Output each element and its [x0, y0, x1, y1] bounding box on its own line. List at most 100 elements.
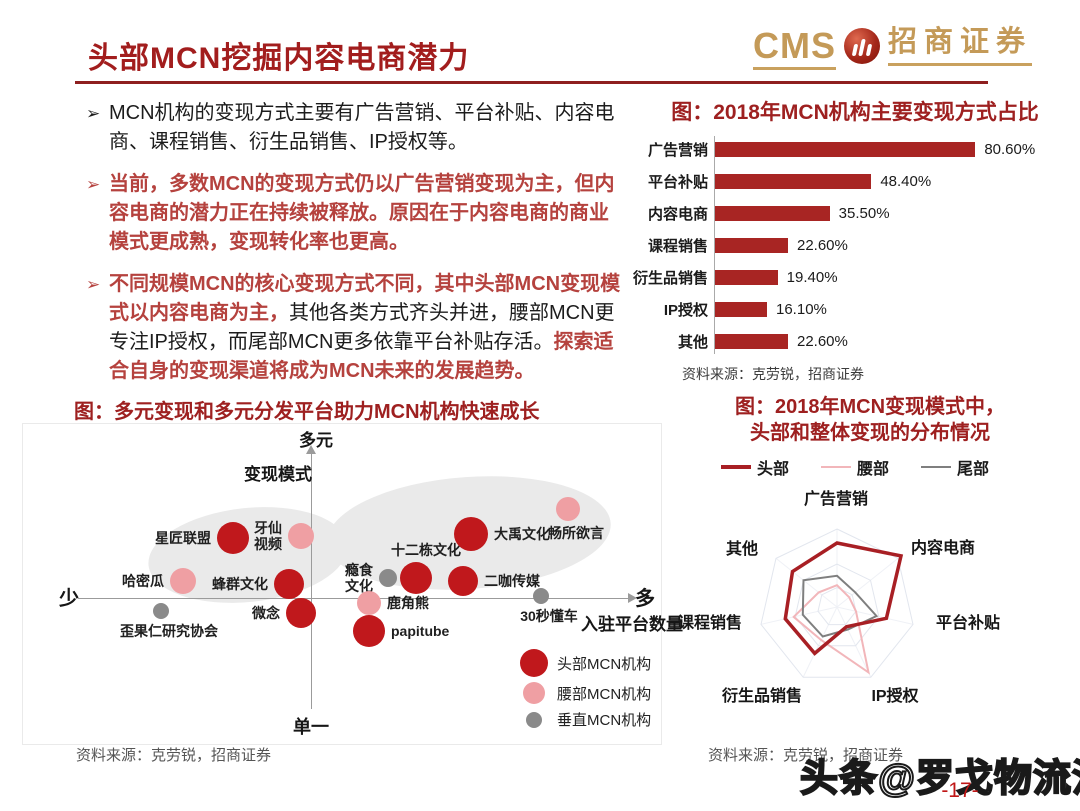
scatter-point	[217, 522, 249, 554]
scatter-point	[454, 517, 488, 551]
bullet-marker-icon: ➢	[86, 275, 101, 294]
radar-legend-item: 尾部	[921, 455, 989, 479]
scatter-point	[274, 569, 304, 599]
bar-chart-axis	[714, 136, 715, 354]
radar-series-腰部	[792, 584, 870, 675]
bar-fill	[715, 141, 976, 157]
bullet-marker-icon: ➢	[86, 104, 101, 123]
bar-row: 其他 22.60%	[630, 325, 1080, 357]
bar-category-label: 课程销售	[647, 237, 708, 255]
company-logo: CMS 招商证券	[753, 28, 1033, 70]
y-axis-max-label: 多元	[299, 431, 333, 450]
y-axis-line	[311, 454, 312, 709]
scatter-point	[286, 598, 316, 628]
bullet-text-segment: 探索适合自身的变现渠道将成为MCN未来的发展趋势。	[109, 331, 614, 382]
radar-chart-title-line1: 图：2018年MCN变现模式中，	[734, 396, 1006, 418]
bar-row: IP授权 16.10%	[630, 293, 1080, 325]
legend-label: 尾部	[957, 461, 990, 478]
radar-axis-label: 内容电商	[910, 540, 976, 557]
bar-value-label: 22.60%	[796, 332, 848, 350]
page-number: -17-	[941, 779, 979, 802]
header-divider	[75, 81, 988, 84]
radar-svg	[760, 528, 914, 678]
bar-row: 广告营销 80.60%	[630, 133, 1080, 165]
legend-dot-icon	[523, 682, 545, 704]
bar-fill	[715, 269, 778, 285]
scatter-point	[533, 588, 549, 604]
scatter-point-label: 二咖传媒	[484, 572, 540, 589]
bar-row: 内容电商 35.50%	[630, 197, 1080, 229]
bar-row: 衍生品销售 19.40%	[630, 261, 1080, 293]
bar-fill	[715, 333, 788, 349]
scatter-point	[448, 566, 478, 596]
legend-label: 垂直MCN机构	[557, 712, 652, 729]
bar-category-label: 广告营销	[647, 141, 708, 159]
bar-fill	[715, 301, 767, 317]
radar-axis-label: 平台补贴	[935, 615, 1001, 632]
scatter-legend: 头部MCN机构 腰部MCN机构 垂直MCN机构	[519, 649, 651, 735]
scatter-chart: 多元 变现模式 少 多 入驻平台数量 单一 头部MCN机构 腰部MCN机构 垂直MC…	[22, 423, 683, 745]
radar-source: 资料来源：克劳锐，招商证券	[708, 747, 904, 764]
legend-line-icon	[921, 466, 951, 468]
radar-legend-item: 头部	[720, 455, 789, 479]
legend-label: 头部MCN机构	[557, 655, 652, 673]
scatter-point-label: 歪果仁研究协会	[120, 623, 218, 639]
bar-value-label: 48.40%	[880, 172, 932, 190]
scatter-source: 资料来源：克劳锐，招商证券	[76, 747, 272, 764]
scatter-point	[353, 615, 385, 647]
bar-chart-rows: 广告营销 80.60% 平台补贴 48.40% 内容电商 35.50% 课程销售 22.60%…	[630, 133, 1080, 357]
watermark: 头条@罗戈物流沙龙	[799, 757, 1080, 801]
bar-value-label: 16.10%	[776, 300, 827, 318]
cms-logo-text: CMS	[753, 28, 836, 70]
y-axis-min-label: 单一	[293, 717, 329, 737]
bar-category-label: 其他	[677, 333, 708, 351]
radar-legend: 头部 腰部 尾部	[690, 455, 1020, 479]
legend-line-icon	[720, 465, 751, 469]
scatter-point-label: 哈密瓜	[122, 572, 164, 589]
scatter-point-label: 瘾食 文化	[345, 561, 373, 594]
scatter-point	[170, 568, 196, 594]
bar-fill	[715, 237, 788, 253]
radar-axis-label: 其他	[725, 541, 759, 558]
page-title: 头部MCN挖掘内容电商潜力	[88, 42, 470, 75]
bullet-text-segment: MCN机构的变现方式主要有广告营销、平台补贴、内容电商、课程销售、衍生品销售、I…	[109, 102, 615, 153]
scatter-point	[379, 569, 397, 587]
y-axis-arrow-icon	[306, 445, 316, 454]
bar-value-label: 80.60%	[984, 140, 1036, 158]
bullet-text-segment: 不同规模MCN的核心变现方式不同，其中头部MCN变现模式以内容电商为主，	[109, 273, 621, 324]
bar-value-label: 22.60%	[796, 236, 848, 254]
radar-legend-item: 腰部	[820, 455, 889, 479]
radar-axis-label: 广告营销	[803, 491, 869, 508]
radar-chart-title-line2: 头部和整体变现的分布情况	[750, 422, 990, 444]
x-axis-title: 入驻平台数量	[581, 615, 683, 634]
scatter-point	[400, 562, 432, 594]
legend-dot-icon	[520, 649, 548, 677]
scatter-point	[153, 603, 169, 619]
bullet-text-segment: 其他各类方式齐头并进，腰部MCN更专注IP授权，而尾部MCN更多依靠平台补贴存活…	[109, 302, 615, 353]
bar-row: 平台补贴 48.40%	[630, 165, 1080, 197]
bar-chart-title: 图：2018年MCN机构主要变现方式占比	[671, 101, 1039, 124]
scatter-point-label: 星匠联盟	[155, 529, 211, 546]
scatter-point-label: 微念	[252, 604, 280, 621]
scatter-point-label: 畅所欲言	[548, 525, 604, 541]
bar-value-label: 35.50%	[838, 204, 890, 222]
radar-axis-label: IP授权	[871, 688, 919, 705]
scatter-legend-item: 垂直MCN机构	[519, 709, 651, 730]
bullet-list: ➢ MCN机构的变现方式主要有广告营销、平台补贴、内容电商、课程销售、衍生品销售、…	[86, 99, 626, 399]
radar-chart: 广告营销 内容电商 平台补贴 IP授权 衍生品销售 课程销售 其他	[678, 480, 1000, 730]
scatter-legend-item: 头部MCN机构	[519, 649, 651, 677]
scatter-point-label: 牙仙 视频	[254, 519, 282, 552]
bar-category-label: 衍生品销售	[632, 269, 708, 287]
scatter-chart-title: 图：多元变现和多元分发平台助力MCN机构快速成长	[74, 401, 540, 423]
legend-dot-icon	[526, 711, 542, 728]
bar-fill	[715, 205, 830, 221]
cms-emblem-icon	[844, 28, 880, 64]
scatter-point-label: 大禹文化	[494, 525, 550, 542]
bar-category-label: IP授权	[663, 301, 708, 319]
scatter-point-label: 十二栋文化	[391, 541, 461, 558]
bar-value-label: 19.40%	[786, 268, 838, 286]
scatter-point	[556, 497, 580, 521]
legend-label: 腰部	[856, 461, 889, 478]
cluster-blob-left	[143, 497, 353, 613]
scatter-point	[288, 523, 314, 549]
